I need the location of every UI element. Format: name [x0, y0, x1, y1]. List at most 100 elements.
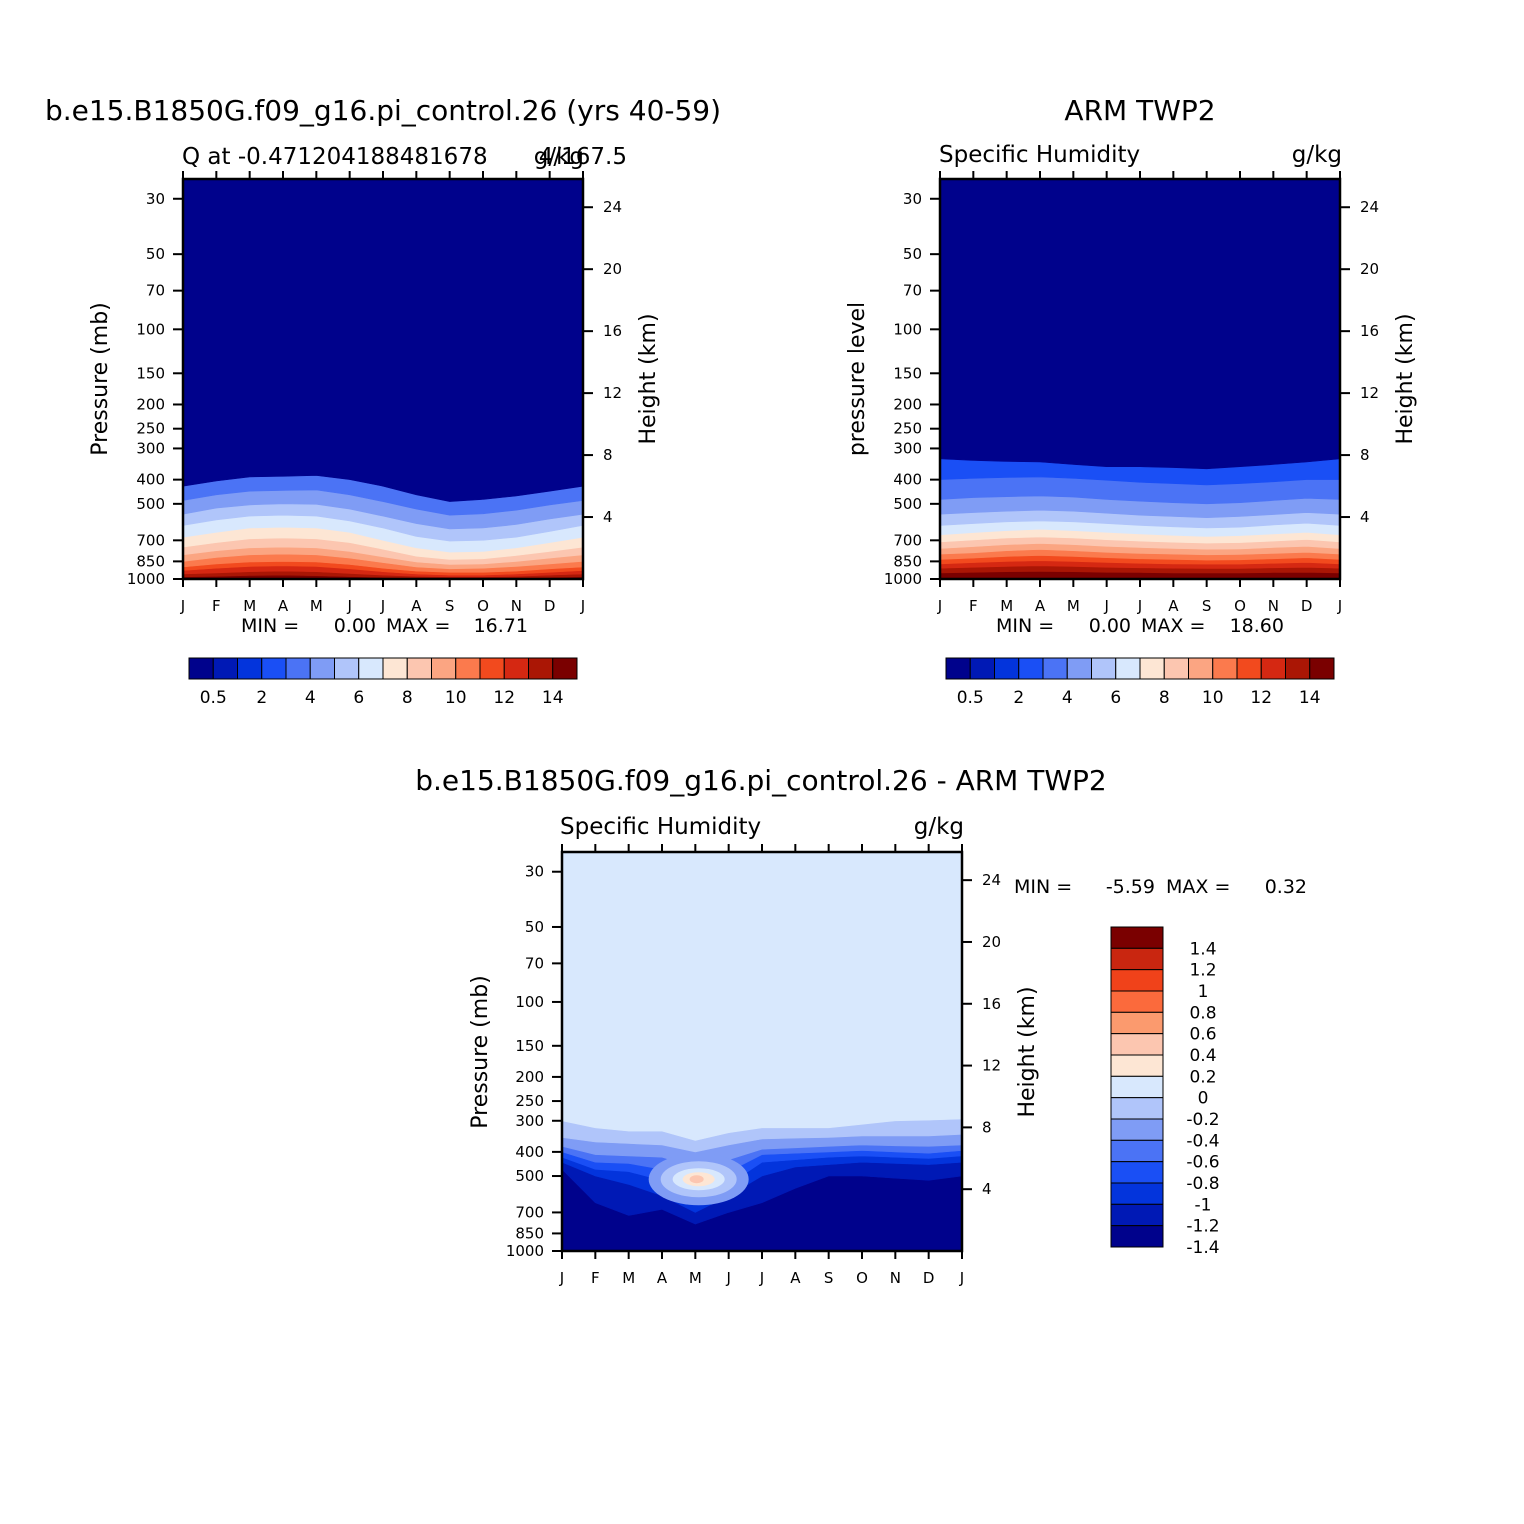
- diff-colorbar-box: [1110, 1075, 1164, 1099]
- diff-xtick-label: M: [622, 1269, 635, 1287]
- model-colorbar: 0.5 2 4 6 8 10 12 14: [188, 657, 578, 708]
- obs-colorbar-box: [1309, 657, 1335, 680]
- model-ytick-label: 100: [136, 320, 165, 338]
- obs-xtick-label: J: [1337, 597, 1342, 615]
- obs-ytick-label: 150: [893, 364, 922, 382]
- diff-colorbar-label: 1.4: [1189, 939, 1216, 959]
- model-panel: b.e15.B1850G.f09_g16.pi_control.26 (yrs …: [45, 94, 721, 708]
- diff-y2tick-label: 8: [982, 1118, 992, 1136]
- obs-min-value: 0.00: [1089, 615, 1131, 637]
- model-y2tick-label: 20: [603, 260, 622, 278]
- diff-min-label: MIN =: [1014, 876, 1072, 898]
- model-colorbar-box: [309, 657, 335, 680]
- obs-ytick-label: 30: [903, 190, 922, 208]
- obs-ytick-label: 500: [893, 495, 922, 513]
- diff-colorbar-box: [1110, 1011, 1164, 1035]
- model-ytick-label: 500: [136, 495, 165, 513]
- diff-colorbar-box: [1110, 1225, 1164, 1248]
- model-xtick-label: M: [310, 597, 323, 615]
- obs-colorbar-label: 10: [1202, 688, 1224, 708]
- diff-ytick-label: 300: [515, 1112, 544, 1130]
- diff-xtick-label: S: [824, 1269, 834, 1287]
- diff-left-subtitle: Specific Humidity: [560, 814, 761, 840]
- obs-y2tick-label: 20: [1360, 260, 1379, 278]
- obs-colorbar-label: 8: [1159, 688, 1170, 708]
- model-ytick-label: 850: [136, 552, 165, 570]
- model-ytick-label: 30: [146, 190, 165, 208]
- diff-colorbar-label: 0.2: [1189, 1067, 1216, 1087]
- obs-xtick-label: J: [937, 597, 942, 615]
- diff-min-value: -5.59: [1106, 876, 1155, 898]
- diff-xtick-label: J: [725, 1269, 730, 1287]
- diff-colorbar-box: [1110, 1118, 1164, 1141]
- diff-ytick-label: 400: [515, 1143, 544, 1161]
- obs-y2tick-label: 16: [1360, 322, 1379, 340]
- diff-unit-subtitle: g/kg: [914, 814, 964, 840]
- diff-colorbar-label: 0.6: [1189, 1025, 1216, 1045]
- model-ytick-label: 400: [136, 471, 165, 489]
- diff-xtick-label: M: [689, 1269, 702, 1287]
- obs-colorbar-box: [969, 657, 995, 680]
- model-colorbar-box: [528, 657, 554, 680]
- diff-max-value: 0.32: [1265, 876, 1307, 898]
- diff-xtick-label: J: [959, 1269, 964, 1287]
- model-y2label: Height (km): [636, 313, 661, 444]
- diff-colorbar-box: [1110, 926, 1164, 949]
- model-colorbar-box: [285, 657, 311, 680]
- model-xtick-label: N: [511, 597, 522, 615]
- model-ytick-label: 700: [136, 531, 165, 549]
- diff-axes: J F M A M J J A S O N D J 30 50 70 100 150 200 250 300 400 500…: [506, 844, 1001, 1287]
- obs-panel: ARM TWP2 Specific Humidity g/kg J F M A M J J A…: [845, 94, 1418, 708]
- model-xtick-label: M: [243, 597, 256, 615]
- model-y2tick-label: 16: [603, 322, 622, 340]
- diff-colorbar-label: -1.2: [1186, 1217, 1219, 1237]
- obs-ytick-label: 50: [903, 245, 922, 263]
- obs-xtick-label: A: [1035, 597, 1046, 615]
- obs-xtick-label: J: [1103, 597, 1108, 615]
- obs-colorbar-box: [1018, 657, 1044, 680]
- obs-left-subtitle: Specific Humidity: [939, 142, 1140, 168]
- obs-ytick-label: 400: [893, 471, 922, 489]
- obs-colorbar-box: [1091, 657, 1117, 680]
- obs-y2tick-label: 8: [1360, 446, 1370, 464]
- obs-colorbar: 0.5 2 4 6 8 10 12 14: [945, 657, 1335, 708]
- model-xtick-label: J: [580, 597, 585, 615]
- model-colorbar-label: 6: [353, 688, 364, 708]
- diff-xtick-label: O: [856, 1269, 868, 1287]
- model-colorbar-label: 8: [402, 688, 413, 708]
- obs-y2label: Height (km): [1393, 313, 1418, 444]
- model-colorbar-box: [334, 657, 360, 680]
- diff-ytick-label: 700: [515, 1203, 544, 1221]
- diff-colorbar-box: [1110, 1097, 1164, 1120]
- obs-xtick-label: N: [1268, 597, 1279, 615]
- diff-colorbar-label: 0: [1198, 1089, 1209, 1109]
- diff-xtick-label: N: [890, 1269, 901, 1287]
- obs-colorbar-label: 12: [1250, 688, 1272, 708]
- diff-main-title: b.e15.B1850G.f09_g16.pi_control.26 - ARM…: [415, 764, 1106, 797]
- model-colorbar-label: 2: [256, 688, 267, 708]
- diff-plot-area: [561, 851, 963, 1252]
- diff-xtick-label: D: [923, 1269, 935, 1287]
- obs-colorbar-box: [1163, 657, 1189, 680]
- diff-colorbar-label: -0.8: [1186, 1174, 1219, 1194]
- diff-colorbar-box: [1110, 947, 1164, 971]
- diff-xtick-label: A: [790, 1269, 801, 1287]
- model-colorbar-box: [237, 657, 263, 680]
- diff-colorbar-label: -0.4: [1186, 1131, 1219, 1151]
- model-unit-subtitle: g/kg: [534, 144, 584, 170]
- model-xtick-label: S: [445, 597, 455, 615]
- obs-colorbar-box: [1260, 657, 1286, 680]
- model-band-12: [182, 178, 584, 502]
- diff-colorbar-label: -0.6: [1186, 1153, 1219, 1173]
- model-ytick-label: 200: [136, 395, 165, 413]
- obs-ytick-label: 100: [893, 320, 922, 338]
- model-ytick-label: 250: [136, 420, 165, 438]
- diff-colorbar-box: [1110, 1033, 1164, 1056]
- obs-colorbar-box: [1066, 657, 1092, 680]
- diff-panel: b.e15.B1850G.f09_g16.pi_control.26 - ARM…: [415, 764, 1307, 1287]
- diff-colorbar-box: [1110, 1161, 1164, 1184]
- obs-xtick-label: O: [1234, 597, 1246, 615]
- obs-colorbar-box: [1042, 657, 1068, 680]
- diff-colorbar-box: [1110, 1139, 1164, 1163]
